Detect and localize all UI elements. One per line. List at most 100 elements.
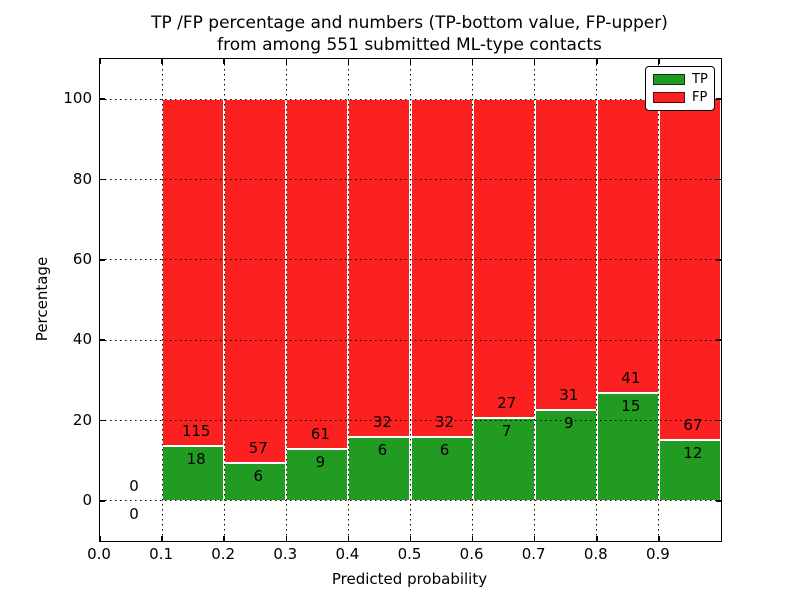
gridline-vertical [347,59,349,541]
y-tick-label: 100 [63,89,92,108]
bar-tp-segment [472,418,535,501]
gridline-horizontal [100,500,721,502]
y-tick-mark [100,339,105,341]
x-tick-label: 0.3 [273,545,298,563]
x-tick-mark [347,536,350,541]
gridline-horizontal [100,339,721,341]
bar-tp-segment [658,439,721,501]
y-tick-mark [100,259,105,261]
x-tick-label: 0.1 [149,545,174,563]
gridline-horizontal [100,179,721,180]
y-tick-mark-right [716,98,721,100]
legend-swatch-tp [653,73,685,85]
x-tick-label: 0.9 [645,545,670,563]
bar-count-label-tp: 9 [563,414,574,433]
legend-item-tp: TP [653,71,708,87]
x-tick-label: 0.6 [459,545,484,563]
y-tick-mark [100,500,105,502]
x-tick-label: 0.7 [521,545,546,563]
bar-count-label-fp: 32 [372,413,392,432]
gridline-vertical [596,59,598,541]
chart-title-line2: from among 551 submitted ML-type contact… [217,35,602,55]
bar-tp-segment [596,393,659,501]
y-tick-label: 80 [72,169,92,188]
legend-item-fp: FP [653,91,707,104]
x-tick-mark [99,536,101,541]
x-tick-mark [161,536,163,541]
bar-tp-segment [534,410,597,501]
bar-fp-segment [162,99,225,447]
y-axis-label: Percentage [33,256,51,342]
x-tick-mark-top [658,59,660,64]
x-tick-mark [533,536,536,541]
y-tick-mark [100,178,105,181]
bar-tp-segment [162,446,225,501]
bar-count-label-fp: 41 [621,369,641,388]
bar-fp-segment [534,99,597,411]
x-tick-label: 0.2 [211,545,236,563]
bar-fp-segment [658,99,721,440]
x-tick-mark-top [471,59,474,64]
chart-title-line1: TP /FP percentage and numbers (TP-bottom… [151,13,668,33]
x-tick-mark-top [285,59,288,64]
legend: TP FP [645,66,715,111]
x-tick-mark [409,536,412,541]
x-tick-mark [658,536,660,541]
gridline-horizontal [100,420,721,421]
y-tick-mark [100,98,105,100]
bar-count-label-fp: 0 [129,476,139,495]
bar-count-label-fp: 67 [683,415,703,434]
x-tick-mark-top [99,59,101,64]
gridline-vertical [285,59,287,541]
y-tick-mark-right [716,339,721,341]
bar-count-label-tp: 18 [186,450,206,469]
x-tick-mark-top [409,59,412,64]
bar-count-label-fp: 115 [181,422,211,441]
bar-count-label-tp: 12 [683,443,703,462]
bar-fp-segment [286,99,349,450]
bar-count-label-tp: 0 [129,504,139,523]
bar-count-label-tp: 9 [315,453,326,472]
y-tick-mark-right [716,178,721,181]
bar-tp-segment [348,437,411,501]
bar-count-label-tp: 15 [621,397,641,416]
y-tick-label: 60 [72,249,92,268]
legend-swatch-fp [653,92,685,104]
y-tick-label: 40 [72,330,92,349]
x-tick-mark-top [533,59,536,64]
y-tick-mark [100,419,105,422]
bar-tp-segment [410,437,473,501]
x-tick-label: 0.5 [397,545,422,563]
x-tick-mark [223,536,225,541]
x-tick-mark-top [596,59,598,64]
y-tick-mark-right [716,419,721,422]
gridline-vertical [223,59,225,541]
y-tick-label: 20 [72,410,92,429]
y-tick-mark-right [716,500,721,502]
x-tick-label: 0.8 [583,545,608,563]
bar-fp-segment [410,99,473,438]
plot-area: 0 0 115 18 57 6 61 9 32 6 32 6 27 7 31 9 41 15 67 12 [99,58,722,542]
x-tick-mark [285,536,288,541]
x-tick-mark [596,536,598,541]
x-tick-mark-top [161,59,163,64]
x-tick-label: 0.4 [335,545,360,563]
gridline-vertical [658,59,660,541]
legend-label-tp: TP [692,71,708,87]
y-tick-label: 0 [82,490,92,509]
chart-title: TP /FP percentage and numbers (TP-bottom… [99,12,720,56]
x-tick-mark [471,536,474,541]
bar-count-label-tp: 6 [253,466,264,485]
x-tick-label: 0.0 [87,545,111,563]
bar-count-label-fp: 57 [248,438,268,457]
bar-count-label-fp: 31 [559,386,579,405]
bar-fp-segment [348,99,411,438]
bar-count-label-fp: 61 [310,425,330,444]
bar-fp-segment [224,99,287,463]
bar-fp-segment [596,99,659,394]
bar-count-label-tp: 6 [439,441,450,460]
gridline-vertical [161,59,163,541]
x-tick-mark-top [347,59,350,64]
gridline-vertical [410,59,411,541]
x-axis-label: Predicted probability [331,570,488,588]
